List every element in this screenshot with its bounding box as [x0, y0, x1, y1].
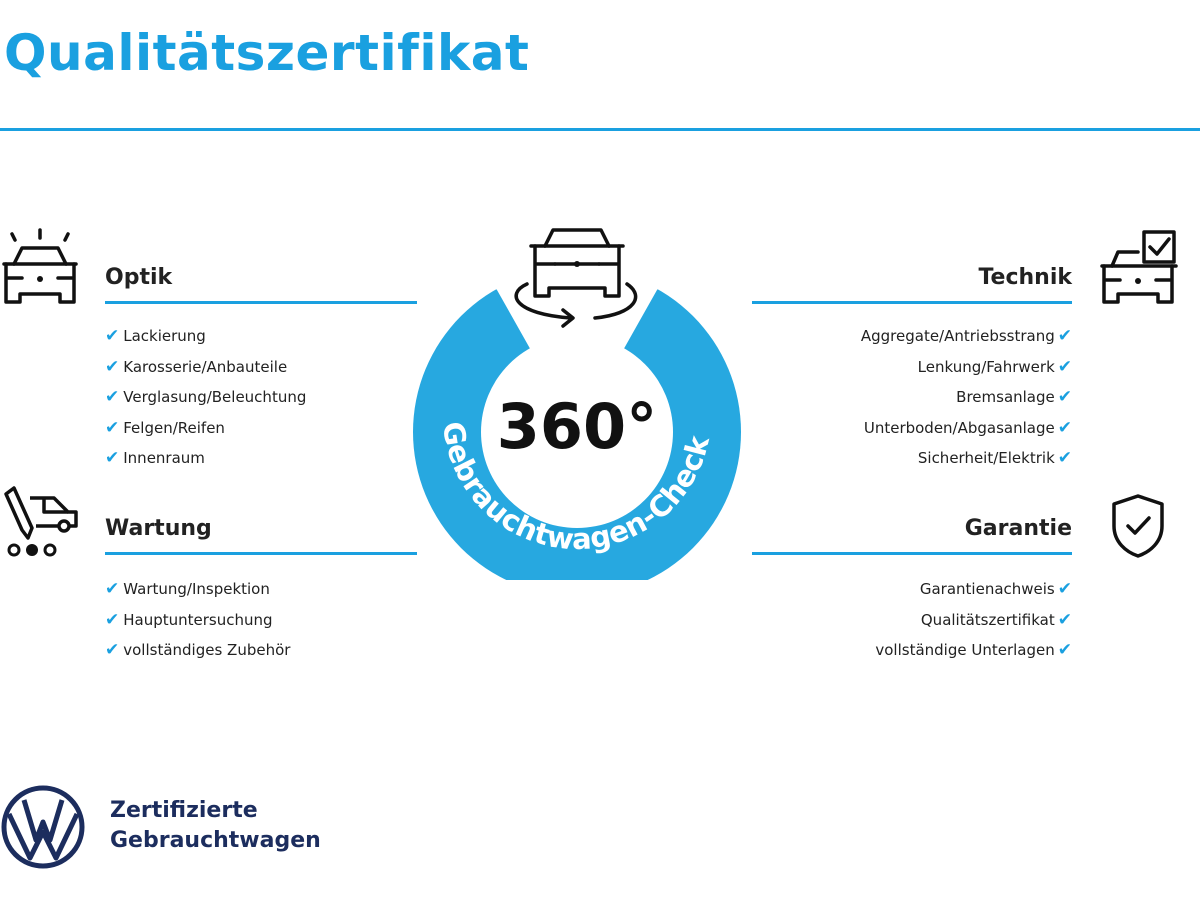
- divider: [105, 552, 417, 555]
- list-item: ✔ Hauptuntersuchung: [105, 609, 273, 630]
- vw-logo: [1, 785, 85, 869]
- list-item: ✔ Lackierung: [105, 326, 206, 346]
- list-item: ✔ Karosserie/Anbauteile: [105, 356, 288, 377]
- list-item: ✔ Verglasung/Beleuchtung: [105, 387, 307, 407]
- shield-check-icon: [1112, 494, 1164, 558]
- check-icon: ✔: [105, 640, 120, 660]
- list-item: Unterboden/Abgasanlage ✔: [863, 417, 1072, 438]
- check-icon: ✔: [1057, 387, 1072, 407]
- title-divider: [0, 128, 1200, 131]
- check-icon: ✔: [105, 356, 120, 377]
- section-heading: Garantie: [964, 516, 1072, 541]
- check-icon: ✔: [1057, 579, 1072, 599]
- check-icon: ✔: [105, 579, 120, 599]
- section-wartung: Wartung ✔ Wartung/Inspektion ✔ Hauptunters…: [105, 516, 417, 671]
- car-lights-icon: [2, 228, 78, 304]
- section-heading: Wartung: [105, 516, 212, 541]
- check-icon: ✔: [1057, 417, 1072, 438]
- check-ring: Gebrauchtwagen-Check 360°: [413, 228, 741, 580]
- check-icon: ✔: [1057, 356, 1072, 377]
- divider: [752, 301, 1072, 304]
- check-icon: ✔: [1057, 326, 1072, 346]
- logo-text: Zertifizierte Gebrauchtwagen: [110, 798, 321, 853]
- check-icon: ✔: [105, 326, 120, 346]
- list-item: Aggregate/Antriebsstrang ✔: [860, 326, 1072, 346]
- list-item: ✔ Innenraum: [105, 448, 205, 468]
- check-icon: ✔: [105, 609, 120, 630]
- section-optik: Optik ✔ Lackierung ✔ Karosserie/Anbauteile…: [105, 265, 417, 479]
- section-garantie: Garantie Garantienachweis ✔ Qualitätszert…: [752, 516, 1072, 671]
- car-checkbox-icon: [1100, 230, 1178, 304]
- car-service-icon: [4, 486, 78, 557]
- list-item: ✔ Wartung/Inspektion: [105, 579, 270, 599]
- list-item: ✔ Felgen/Reifen: [105, 417, 225, 438]
- check-icon: ✔: [105, 387, 120, 407]
- list-item: Bremsanlage ✔: [956, 387, 1072, 407]
- page-title: Qualitätszertifikat: [4, 24, 530, 82]
- divider: [752, 552, 1072, 555]
- check-icon: ✔: [1057, 640, 1072, 660]
- big-360-text: 360°: [497, 390, 657, 463]
- divider: [105, 301, 417, 304]
- list-item: ✔ vollständiges Zubehör: [105, 640, 291, 660]
- list-item: Garantienachweis ✔: [919, 579, 1072, 599]
- check-icon: ✔: [105, 448, 120, 468]
- list-item: vollständige Unterlagen ✔: [875, 640, 1072, 660]
- check-icon: ✔: [1057, 448, 1072, 468]
- section-heading: Technik: [978, 265, 1072, 290]
- check-icon: ✔: [105, 417, 120, 438]
- section-heading: Optik: [105, 265, 173, 290]
- list-item: Lenkung/Fahrwerk ✔: [917, 356, 1072, 377]
- list-item: Qualitätszertifikat ✔: [920, 609, 1072, 630]
- section-technik: Technik Aggregate/Antriebsstrang ✔ Lenkun…: [752, 265, 1072, 479]
- list-item: Sicherheit/Elektrik ✔: [917, 448, 1072, 468]
- check-icon: ✔: [1057, 609, 1072, 630]
